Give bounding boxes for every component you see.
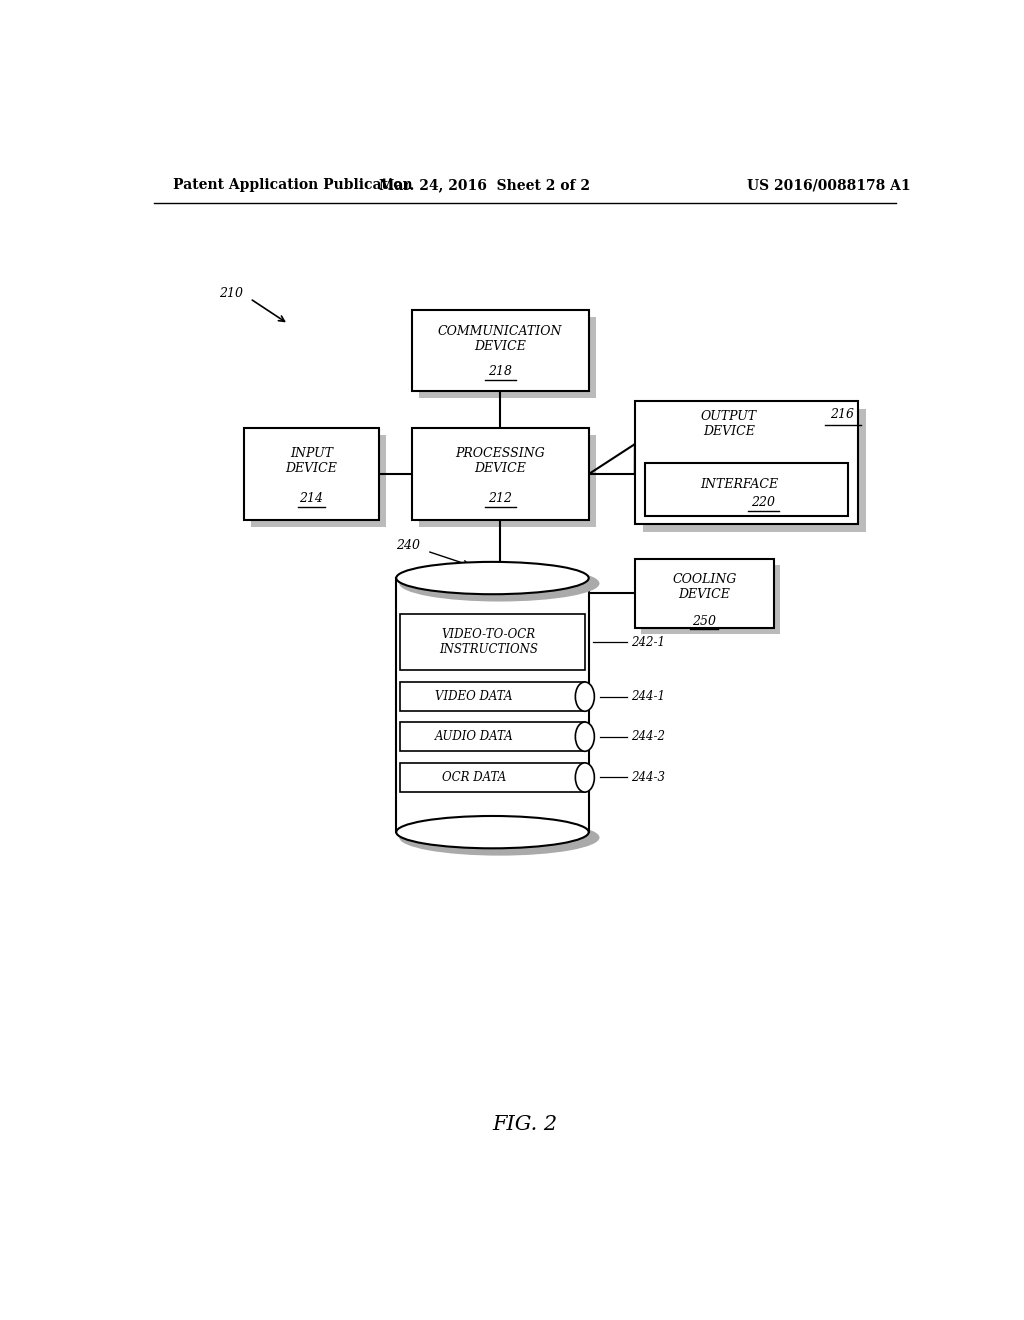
FancyBboxPatch shape [419, 317, 596, 399]
Text: 210: 210 [219, 286, 243, 300]
Text: Patent Application Publication: Patent Application Publication [173, 178, 413, 193]
Text: 240: 240 [396, 539, 420, 552]
Ellipse shape [399, 565, 599, 602]
Text: 244-2: 244-2 [631, 730, 665, 743]
FancyBboxPatch shape [645, 462, 848, 516]
Text: 244-1: 244-1 [631, 690, 665, 704]
Text: 216: 216 [830, 408, 854, 421]
Polygon shape [396, 578, 589, 832]
Ellipse shape [575, 763, 594, 792]
Text: PROCESSING
DEVICE: PROCESSING DEVICE [456, 447, 545, 475]
FancyBboxPatch shape [641, 565, 779, 635]
Polygon shape [400, 722, 585, 751]
Polygon shape [400, 682, 585, 711]
Text: Mar. 24, 2016  Sheet 2 of 2: Mar. 24, 2016 Sheet 2 of 2 [379, 178, 590, 193]
FancyBboxPatch shape [635, 401, 858, 524]
Text: US 2016/0088178 A1: US 2016/0088178 A1 [746, 178, 910, 193]
Ellipse shape [396, 562, 589, 594]
Text: VIDEO-TO-OCR
INSTRUCTIONS: VIDEO-TO-OCR INSTRUCTIONS [439, 628, 538, 656]
FancyBboxPatch shape [251, 434, 386, 527]
Text: FIG. 2: FIG. 2 [493, 1115, 557, 1134]
Text: 244-3: 244-3 [631, 771, 665, 784]
Ellipse shape [396, 816, 589, 849]
Text: 214: 214 [299, 492, 324, 506]
FancyBboxPatch shape [412, 428, 589, 520]
Text: OUTPUT
DEVICE: OUTPUT DEVICE [700, 411, 757, 438]
FancyBboxPatch shape [412, 310, 589, 391]
FancyBboxPatch shape [419, 434, 596, 527]
Text: 218: 218 [488, 366, 512, 379]
Text: INPUT
DEVICE: INPUT DEVICE [286, 447, 338, 475]
Ellipse shape [575, 682, 594, 711]
Text: AUDIO DATA: AUDIO DATA [434, 730, 513, 743]
Text: OCR DATA: OCR DATA [441, 771, 506, 784]
Text: 250: 250 [692, 615, 716, 628]
Text: 220: 220 [752, 496, 775, 510]
Polygon shape [400, 763, 585, 792]
Text: VIDEO DATA: VIDEO DATA [435, 690, 513, 704]
Text: COOLING
DEVICE: COOLING DEVICE [672, 573, 736, 602]
Ellipse shape [575, 722, 594, 751]
Text: 212: 212 [488, 492, 512, 506]
Polygon shape [400, 614, 585, 671]
FancyBboxPatch shape [244, 428, 379, 520]
FancyBboxPatch shape [643, 409, 866, 532]
FancyBboxPatch shape [651, 469, 854, 523]
Text: 242-1: 242-1 [631, 636, 665, 649]
Text: COMMUNICATION
DEVICE: COMMUNICATION DEVICE [438, 325, 562, 354]
Ellipse shape [399, 820, 599, 855]
Text: INTERFACE: INTERFACE [699, 478, 778, 491]
FancyBboxPatch shape [635, 558, 773, 628]
